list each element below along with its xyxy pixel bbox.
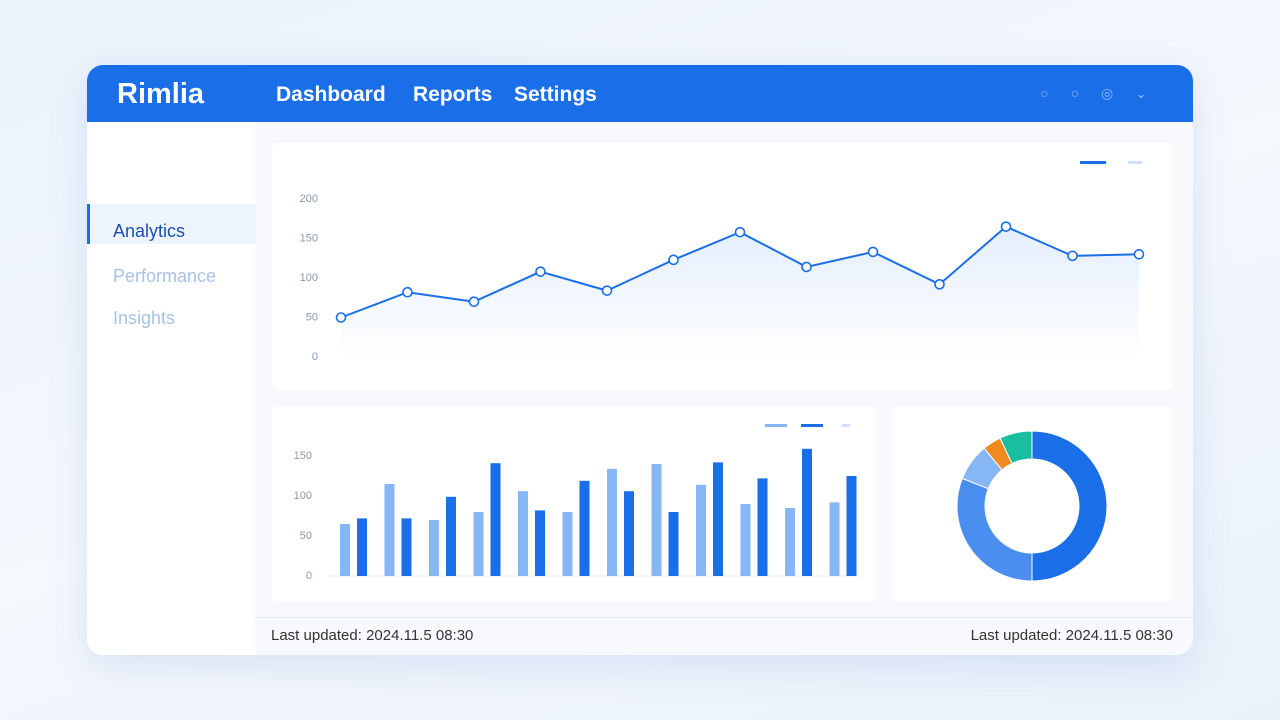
bar [340,524,350,576]
header-icons[interactable]: ○○◎⌄ [1040,85,1169,101]
bar [607,468,617,576]
bar [624,491,634,576]
bar [757,478,768,576]
bar [696,484,706,576]
bar [785,508,795,576]
point [801,261,812,273]
point [335,312,347,323]
bar [384,484,395,576]
brand: Rimlia [117,78,205,110]
footer-text: Last updated: 2024.11.5 08:30 [271,627,474,644]
point [535,266,546,277]
footer-text: Last updated: 2024.11.5 08:30 [970,627,1173,644]
bar [518,491,528,576]
nav-item[interactable]: Reports [413,83,493,106]
sidebar-item[interactable]: Analytics [113,221,186,241]
point [468,296,480,308]
bar [535,510,545,576]
bar [829,502,840,576]
point [1133,249,1145,260]
bar [846,476,857,576]
y-tick-label: 100 [294,490,312,502]
header: Rimlia Dashboard Reports Settings ○○◎⌄ [87,65,1193,122]
bar [401,518,412,576]
line-area [341,226,1139,357]
bar [562,512,573,576]
donut-slice [1031,430,1108,582]
bar [579,480,590,576]
point [867,246,879,258]
nav-item[interactable]: Settings [514,83,597,106]
bar [668,512,679,576]
nav-item[interactable]: Dashboard [276,83,386,106]
bar [473,512,484,576]
y-tick-label: 0 [306,570,312,582]
point [934,279,945,290]
sidebar-item[interactable]: Performance [113,266,217,286]
y-tick-label: 200 [300,193,318,205]
active-indicator [87,204,256,244]
sidebar-item[interactable]: Insights [113,308,176,328]
legend-swatch [765,424,787,427]
bar [651,464,662,576]
y-tick-label: 50 [306,311,318,323]
legend-swatch [1128,161,1142,164]
y-tick-label: 50 [300,530,312,542]
bar [802,448,812,576]
point [734,226,746,238]
point [1000,221,1012,232]
y-tick-label: 150 [300,232,318,244]
bar [357,518,367,576]
y-tick-label: 0 [312,351,318,363]
bar [446,496,456,576]
point [402,286,413,298]
y-tick-label: 100 [300,272,318,284]
point [1067,250,1078,262]
bar [740,504,751,576]
legend-swatch [801,424,823,427]
bar-panel [272,406,877,602]
sidebar: Analytics Performance Insights [87,122,256,655]
bar [713,462,723,576]
bar [429,520,439,576]
point [601,285,613,296]
donut-slice [956,477,1033,582]
point [668,254,679,266]
donut-slice [999,430,1033,465]
legend-swatch [1080,161,1106,164]
legend-swatch [842,424,850,427]
divider [255,617,1193,618]
y-tick-label: 150 [294,450,312,462]
bar [490,463,501,576]
